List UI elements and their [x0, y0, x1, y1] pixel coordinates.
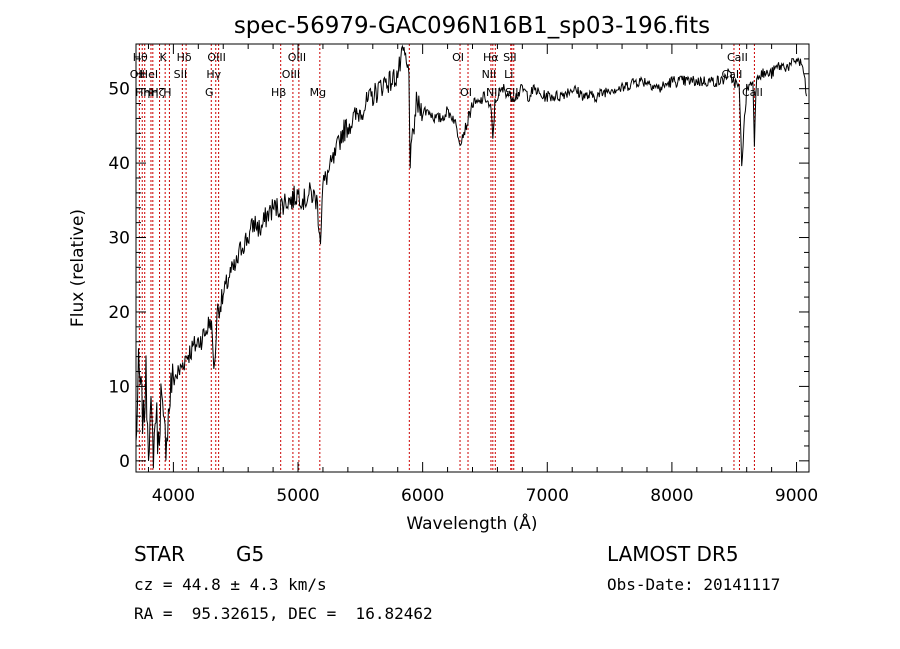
- line-marker-label: NII: [486, 86, 501, 99]
- y-tick-label: 50: [108, 80, 130, 100]
- line-marker-label: HeI: [140, 68, 158, 81]
- x-tick-label: 4000: [152, 486, 195, 506]
- line-marker-label: SII: [174, 68, 187, 81]
- y-tick-label: 40: [108, 154, 130, 174]
- chart-title: spec-56979-GAC096N16B1_sp03-196.fits: [234, 13, 710, 39]
- y-tick-label: 10: [108, 377, 130, 397]
- object-subclass: G5: [236, 542, 264, 566]
- y-axis-label: Flux (relative): [68, 209, 88, 327]
- line-marker-label: OIII: [207, 51, 225, 64]
- redshift-cz: cz = 44.8 ± 4.3 km/s: [134, 575, 327, 594]
- spectral-line-markers: [138, 44, 755, 472]
- y-tick-label: 0: [119, 452, 130, 472]
- object-class: STAR: [134, 542, 185, 566]
- y-tick-label: 20: [108, 303, 130, 323]
- line-marker-label: Hα: [483, 51, 499, 64]
- line-marker-label: Hγ: [206, 68, 221, 81]
- line-marker-label: G: [205, 86, 214, 99]
- y-axis: 0 10 20 30 40 50: [108, 58, 809, 472]
- x-tick-label: 5000: [276, 486, 319, 506]
- x-axis: 4000 5000 6000 7000 8000 9000: [147, 44, 818, 506]
- line-marker-label: Hδ: [177, 51, 192, 64]
- line-marker-label: Hβ: [271, 86, 286, 99]
- observation-date: Obs-Date: 20141117: [607, 575, 780, 594]
- line-marker-label: K: [160, 51, 168, 64]
- line-marker-label: Li: [504, 68, 513, 81]
- spectrum-line: [135, 44, 807, 469]
- line-marker-label: OIII: [288, 51, 306, 64]
- survey-name: LAMOST DR5: [607, 542, 739, 566]
- line-marker-label: Mg: [310, 86, 326, 99]
- line-marker-label: Hθ: [133, 51, 148, 64]
- line-marker-label: SII: [503, 51, 516, 64]
- x-axis-label: Wavelength (Å): [406, 512, 537, 534]
- x-tick-label: 8000: [650, 486, 693, 506]
- line-marker-label: OIII: [282, 68, 300, 81]
- line-marker-label: CaII: [742, 86, 763, 99]
- line-marker-label: CaII: [727, 51, 748, 64]
- line-marker-label: Hη: [135, 86, 150, 99]
- x-tick-label: 9000: [775, 486, 818, 506]
- line-marker-label: OI: [452, 51, 464, 64]
- line-marker-label: OI: [460, 86, 472, 99]
- line-marker-label: H: [163, 86, 171, 99]
- line-marker-label: NII: [482, 68, 497, 81]
- line-marker-label: OII: [130, 68, 145, 81]
- coordinates: RA = 95.32615, DEC = 16.82462: [134, 604, 433, 623]
- x-tick-label: 7000: [526, 486, 569, 506]
- x-tick-label: 6000: [401, 486, 444, 506]
- line-marker-label: Hη: [143, 86, 158, 99]
- y-tick-label: 30: [108, 229, 130, 249]
- spectral-line-labels: OIIHθHηHeIHηHζKHSIIHδGHγOIIIHβOIIIOIIIMg…: [130, 51, 763, 99]
- line-marker-label: Hζ: [150, 86, 164, 99]
